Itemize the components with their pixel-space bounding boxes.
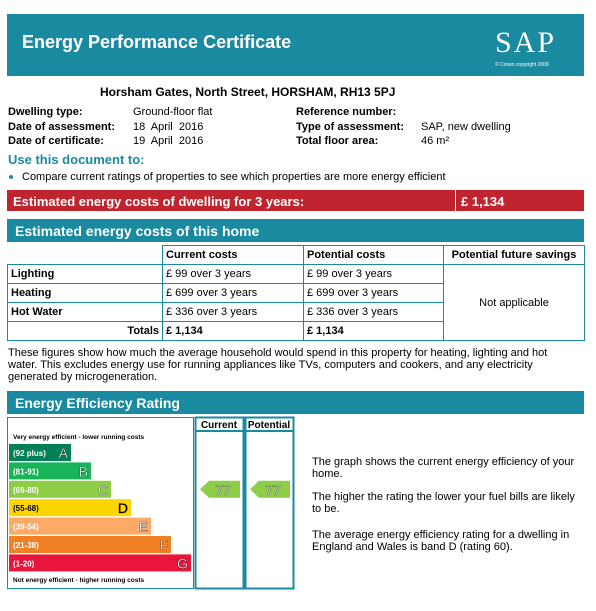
band — [9, 554, 191, 572]
rating-arrow — [200, 480, 240, 498]
address: Horsham Gates, North Street, HORSHAM, RH… — [100, 85, 396, 99]
total-cell: £ 1,134 — [162, 321, 304, 341]
detail-value: 18 April 2016 — [133, 121, 204, 133]
top-label: Very energy efficient - lower running co… — [13, 434, 145, 441]
row-label: Lighting — [7, 264, 163, 284]
detail-label: Type of assessment: — [296, 121, 405, 133]
note: These figures show how much the average … — [8, 347, 548, 383]
costs-title: Estimated energy costs of this home — [15, 223, 260, 239]
total-cell: £ 1,134 — [303, 321, 444, 341]
totals-label: Totals — [7, 321, 163, 341]
detail-label: Dwelling type: — [8, 106, 83, 118]
header-cell: Current costs — [162, 245, 304, 265]
bottom-label: Not energy efficient - higher running co… — [13, 577, 144, 584]
header: Energy Performance Certificate SAP © Cro… — [7, 14, 584, 76]
rating-value: 77 — [215, 482, 231, 498]
rating-paragraph: The graph shows the current energy effic… — [312, 456, 575, 480]
rating-value: 77 — [265, 482, 281, 498]
cost-cell: £ 699 over 3 years — [303, 283, 444, 303]
detail-value: 19 April 2016 — [133, 135, 204, 147]
detail-label: Date of assessment: — [8, 121, 115, 133]
total-value: £ 1,134 — [461, 194, 505, 209]
band-letter: B — [79, 463, 88, 479]
band — [9, 444, 71, 461]
band-range: (69-80) — [13, 486, 39, 495]
rating-arrow — [250, 480, 290, 498]
header-cell: Potential costs — [303, 245, 444, 265]
band-letter: F — [159, 537, 168, 553]
rating-title: Energy Efficiency Rating — [15, 395, 180, 411]
rating-bar: Energy Efficiency Rating — [7, 391, 584, 414]
band — [9, 462, 91, 480]
band-letter: C — [98, 482, 108, 498]
band — [9, 536, 171, 553]
cost-row: Lighting £ 99 over 3 years £ 99 over 3 yea… — [7, 264, 585, 341]
band-range: (55-68) — [13, 504, 39, 513]
cost-cell: £ 336 over 3 years — [303, 302, 444, 322]
rating-paragraph: The higher the rating the lower your fue… — [312, 491, 575, 515]
detail-value: SAP, new dwelling — [421, 121, 511, 133]
header-cell — [7, 245, 163, 265]
band-letter: G — [177, 555, 188, 571]
total-bar: Estimated energy costs of dwelling for 3… — [7, 190, 584, 211]
band-range: (92 plus) — [13, 449, 46, 458]
cost-cell: £ 699 over 3 years — [162, 283, 304, 303]
band-letter: D — [118, 500, 128, 516]
detail-label: Date of certificate: — [8, 135, 104, 147]
row-label: Hot Water — [7, 302, 163, 322]
header-row: Current costs Potential costs Potential fu… — [7, 245, 585, 265]
detail-label: Reference number: — [296, 106, 397, 118]
bullet-dot — [9, 175, 13, 179]
detail-value: Ground-floor flat — [133, 106, 213, 118]
cost-row: Hot Water £ 336 over 3 years £ 336 over 3 … — [7, 302, 585, 322]
costs-table: Current costs Potential costs Potential fu… — [7, 245, 585, 341]
band — [9, 499, 131, 517]
band — [9, 517, 151, 535]
band-range: (21-38) — [13, 541, 39, 550]
column-header: Current — [201, 420, 238, 431]
row-label: Heating — [7, 283, 163, 303]
column-header: Potential — [248, 420, 290, 431]
use-heading: Use this document to: — [8, 152, 145, 167]
band-range: (1-20) — [13, 559, 35, 568]
costs-bar: Estimated energy costs of this home — [7, 219, 584, 242]
copyright: © Crown copyright 2009 — [495, 62, 549, 68]
detail-label: Total floor area: — [296, 135, 379, 147]
band-letter: E — [139, 519, 148, 535]
totals-row: Totals £ 1,134 £ 1,134 — [7, 321, 585, 341]
rating-chart: Current Potential Very energy efficient - … — [7, 416, 295, 590]
band-range: (39-54) — [13, 523, 39, 532]
cost-cell: £ 336 over 3 years — [162, 302, 304, 322]
cost-cell: £ 99 over 3 years — [162, 264, 304, 284]
title: Energy Performance Certificate — [22, 32, 292, 52]
detail-value: 46 m² — [421, 135, 450, 147]
logo: SAP — [495, 26, 557, 59]
total-label: Estimated energy costs of dwelling for 3… — [13, 194, 305, 209]
cost-cell: £ 99 over 3 years — [303, 264, 444, 284]
savings: Not applicable — [443, 264, 585, 341]
header-cell: Potential future savings — [443, 245, 585, 265]
bullet: Compare current ratings of properties to… — [22, 171, 446, 183]
rating-paragraph: The average energy efficiency rating for… — [312, 529, 570, 553]
band-letter: A — [59, 445, 69, 461]
band — [9, 480, 111, 498]
band-range: (81-91) — [13, 467, 39, 476]
